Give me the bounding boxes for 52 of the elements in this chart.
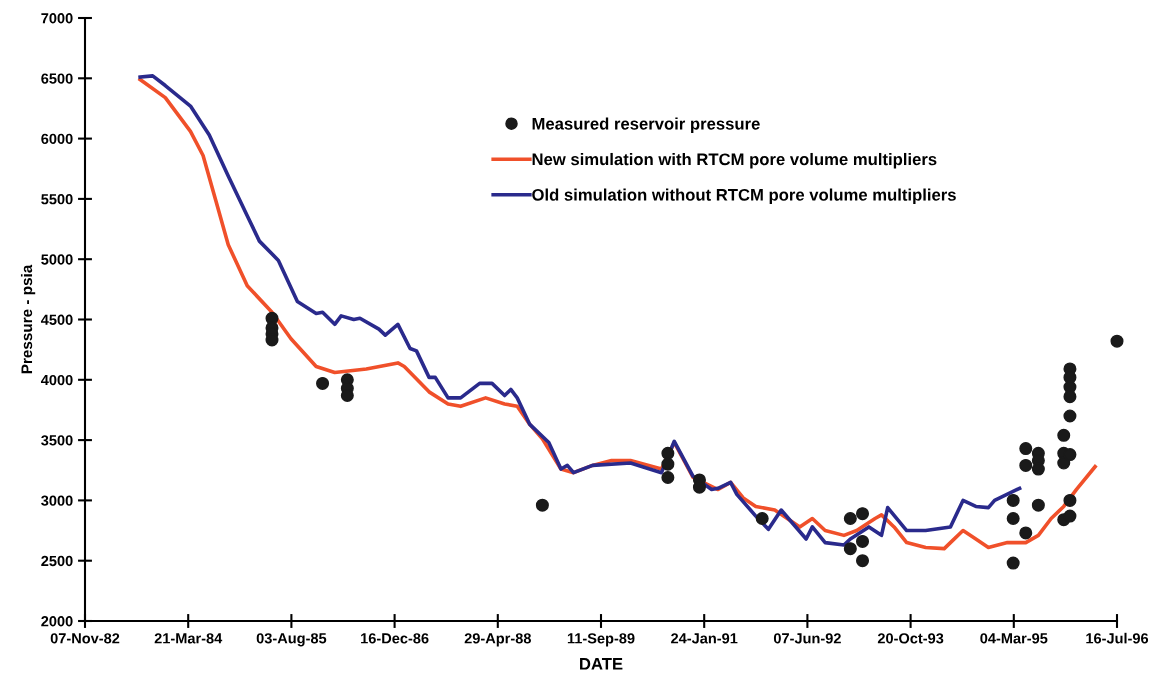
point xyxy=(1031,498,1045,512)
point xyxy=(661,470,675,484)
y-tick-label: 7000 xyxy=(41,13,73,24)
x-tick-label: 24-Jan-91 xyxy=(671,633,738,644)
point xyxy=(316,376,330,390)
point xyxy=(535,498,549,512)
point xyxy=(1063,509,1077,523)
point xyxy=(1110,334,1124,348)
point xyxy=(1031,462,1045,476)
x-tick-label: 07-Jun-92 xyxy=(773,633,841,644)
x-tick-label: 04-Mar-95 xyxy=(980,633,1048,644)
legend-label: New simulation with RTCM pore volume multipliers xyxy=(532,152,937,169)
point xyxy=(856,507,870,521)
point xyxy=(1019,526,1033,540)
y-tick-label: 5000 xyxy=(41,254,73,265)
point xyxy=(1063,493,1077,507)
point xyxy=(856,534,870,548)
x-tick-label: 16-Jul-96 xyxy=(1086,632,1149,644)
point xyxy=(1063,390,1077,404)
x-tick-label: 11-Sep-89 xyxy=(567,633,635,647)
y-axis-title: Pressure - psia xyxy=(20,264,36,374)
point xyxy=(843,511,857,525)
y-tick-label: 4500 xyxy=(40,314,73,325)
x-tick-label: 29-Apr-88 xyxy=(464,633,531,647)
point xyxy=(843,542,857,556)
point xyxy=(755,511,769,525)
point xyxy=(661,446,675,460)
point xyxy=(1006,493,1020,507)
y-tick-label: 3500 xyxy=(41,435,73,446)
x-tick-label: 07-Nov-82 xyxy=(50,633,120,644)
y-tick-label: 2500 xyxy=(41,555,73,567)
x-tick-label: 16-Dec-86 xyxy=(361,633,429,644)
point xyxy=(1019,458,1033,472)
y-tick-label: 2000 xyxy=(41,616,73,627)
y-tick-label: 3000 xyxy=(41,495,73,506)
point xyxy=(1019,442,1033,456)
x-axis-title: DATE xyxy=(580,658,623,670)
x-tick-label: 03-Aug-85 xyxy=(256,633,327,647)
point xyxy=(1006,511,1020,525)
y-tick-label: 5500 xyxy=(41,194,73,205)
point xyxy=(856,554,870,568)
point xyxy=(1063,409,1077,423)
legend-label: Measured reservoir pressure xyxy=(532,117,760,133)
point xyxy=(661,457,675,471)
point xyxy=(1006,556,1020,570)
x-tick-label: 20-Oct-93 xyxy=(877,633,944,644)
point xyxy=(1057,428,1071,442)
y-tick-label: 6500 xyxy=(41,73,73,84)
y-tick-label: 6000 xyxy=(41,133,73,145)
legend-label: Old simulation without RTCM pore volume multipliers xyxy=(532,188,956,205)
x-tick-label: 21-Mar-84 xyxy=(154,633,223,644)
y-tick-label: 4000 xyxy=(40,374,73,386)
